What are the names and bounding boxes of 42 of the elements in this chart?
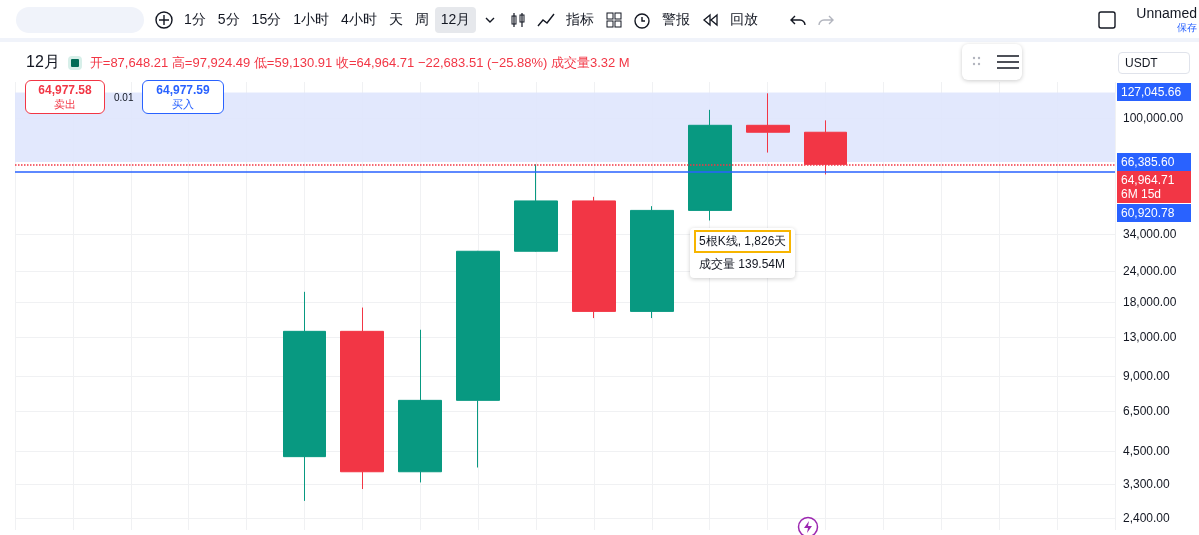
text: 66,385.60 xyxy=(1117,153,1191,172)
text: Unnamed xyxy=(1136,5,1197,21)
annotation: 5根K线, 1,826天 xyxy=(694,230,792,253)
y-tick-label: 34,000.00 xyxy=(1123,226,1177,241)
text: 指标 xyxy=(565,10,596,29)
annotation: 卖出 xyxy=(53,97,77,112)
candlestick xyxy=(688,109,732,221)
text: 警报 xyxy=(661,10,692,29)
text: 5分 xyxy=(216,10,241,29)
annotation: 买入 xyxy=(171,97,195,112)
y-tick-label: 6,500.00 xyxy=(1123,404,1171,419)
y-tick-label: 100,000.00 xyxy=(1123,111,1184,126)
chart-title: 12月 xyxy=(26,52,60,72)
annotation: 64,977.58 xyxy=(37,83,93,97)
annotation: 0.01 xyxy=(114,92,134,103)
text: 回放 xyxy=(729,10,760,29)
candlestick xyxy=(630,205,674,319)
candlestick xyxy=(746,92,790,154)
y-tick-label: 2,400.00 xyxy=(1123,511,1171,526)
text: 开=87,648.21 高=97,924.49 低=59,130.91 收=64,964.71 −22,683.51 (−25.88%) 成交量3.32 M xyxy=(89,53,630,72)
candlestick xyxy=(572,196,616,319)
annotation: 成交量 139.54M xyxy=(698,256,787,273)
y-tick-label: 18,000.00 xyxy=(1123,295,1177,310)
candlestick xyxy=(514,163,558,253)
text: 1小时 xyxy=(292,10,330,29)
text: 保存 xyxy=(1177,21,1197,35)
annotation: 64,977.59 xyxy=(155,83,211,97)
text: 127,045.66 xyxy=(1117,83,1191,102)
text: 12月 xyxy=(434,7,477,33)
text: 天 xyxy=(387,10,404,29)
text: 15分 xyxy=(250,10,283,29)
ref-line-label: 60,920.78 xyxy=(1117,204,1191,223)
text: 周 xyxy=(413,10,430,29)
text: 4小时 xyxy=(339,10,378,29)
ref-line-label: 64,964.71 6M 15d xyxy=(1117,171,1191,204)
text: 1分 xyxy=(183,10,207,29)
y-tick-label: 24,000.00 xyxy=(1123,264,1177,279)
y-tick-label: 9,000.00 xyxy=(1123,369,1171,384)
y-tick-label: 13,000.00 xyxy=(1123,329,1177,344)
y-tick-label: 4,500.00 xyxy=(1123,443,1171,458)
y-tick-label: 3,300.00 xyxy=(1123,477,1171,492)
text: USDT xyxy=(1118,52,1190,74)
